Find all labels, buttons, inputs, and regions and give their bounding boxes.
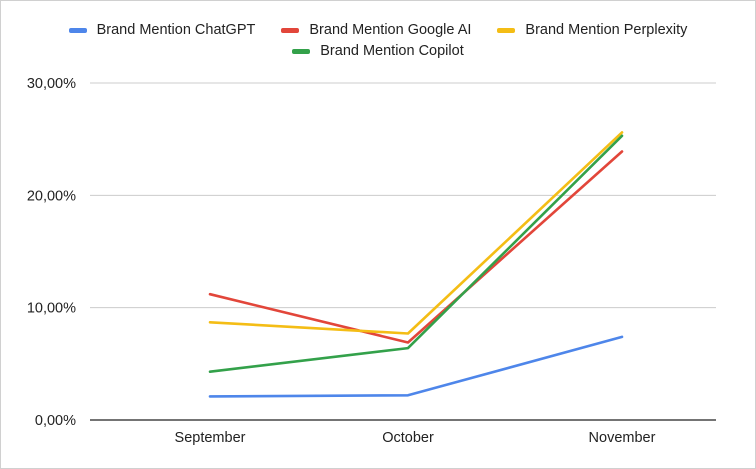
- y-tick-label: 10,00%: [27, 301, 76, 317]
- legend-item-google-ai[interactable]: Brand Mention Google AI: [281, 22, 471, 38]
- legend-item-chatgpt[interactable]: Brand Mention ChatGPT: [68, 22, 256, 38]
- legend-label-google-ai: Brand Mention Google AI: [309, 22, 472, 38]
- legend-label-perplexity: Brand Mention Perplexity: [525, 22, 688, 38]
- legend-swatch-copilot: [292, 48, 311, 54]
- legend-label-chatgpt: Brand Mention ChatGPT: [96, 22, 256, 38]
- legend-item-perplexity[interactable]: Brand Mention Perplexity: [497, 22, 687, 38]
- y-tick-label: 20,00%: [27, 188, 76, 204]
- series-line-0: [208, 335, 624, 398]
- series-line-3: [208, 134, 624, 373]
- y-tick-label: 0,00%: [35, 413, 76, 429]
- legend-item-copilot[interactable]: Brand Mention Copilot: [292, 43, 464, 59]
- legend-swatch-chatgpt: [68, 27, 87, 33]
- y-tick-label: 30,00%: [27, 76, 76, 92]
- series-line-1: [208, 150, 624, 344]
- legend-row-2: Brand Mention Copilot: [0, 43, 756, 59]
- series-line-2: [208, 131, 624, 335]
- legend-swatch-google-ai: [281, 27, 300, 33]
- x-tick-label: November: [589, 430, 656, 446]
- legend-swatch-perplexity: [497, 27, 516, 33]
- legend-row-1: Brand Mention ChatGPT Brand Mention Goog…: [0, 22, 756, 38]
- x-tick-label: October: [382, 430, 434, 446]
- x-tick-label: September: [175, 430, 246, 446]
- legend-label-copilot: Brand Mention Copilot: [320, 43, 464, 59]
